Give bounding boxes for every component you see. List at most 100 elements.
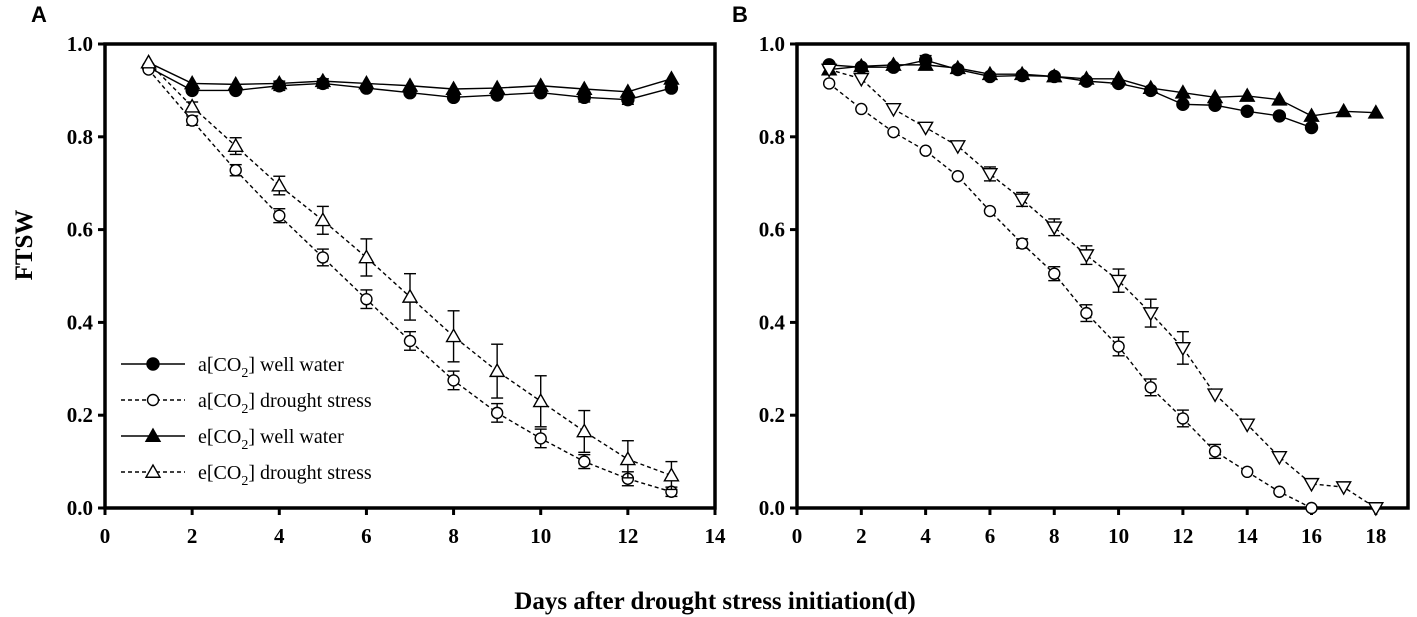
data-point xyxy=(853,57,870,73)
x-axis-title: Days after drought stress initiation(d) xyxy=(514,588,915,615)
series-line xyxy=(829,64,1376,117)
data-point xyxy=(663,467,680,482)
y-tick-label-a: 0.8 xyxy=(67,125,93,149)
legend-label: a[CO2] well water xyxy=(198,354,344,381)
data-point xyxy=(981,65,999,81)
x-tick-label-b: 12 xyxy=(1172,524,1193,548)
data-point xyxy=(1304,120,1319,135)
data-point xyxy=(578,455,591,468)
series-b-3 xyxy=(820,63,1385,517)
data-point xyxy=(183,98,201,113)
x-tick-label-b: 2 xyxy=(856,524,867,548)
data-point xyxy=(445,327,462,343)
data-point xyxy=(401,77,419,92)
data-point xyxy=(1239,87,1256,102)
data-point xyxy=(1013,65,1031,81)
x-tick-label-b: 10 xyxy=(1108,524,1129,548)
data-point xyxy=(1046,68,1063,83)
series-line xyxy=(829,59,1312,129)
y-tick-label-b: 0.4 xyxy=(759,310,786,334)
data-point xyxy=(1144,381,1157,394)
data-point xyxy=(1110,274,1127,290)
data-point xyxy=(1335,481,1352,496)
data-point xyxy=(576,80,593,95)
data-point xyxy=(887,125,900,139)
data-point xyxy=(403,334,417,348)
data-point xyxy=(1271,91,1288,106)
y-tick-label-a: 0.0 xyxy=(67,496,93,520)
y-tick-label-a: 0.2 xyxy=(67,403,93,427)
x-tick-label-a: 0 xyxy=(100,524,111,548)
y-tick-label-b: 1.0 xyxy=(759,32,785,56)
y-tick-label-b: 0.0 xyxy=(759,496,785,520)
data-point xyxy=(619,450,637,466)
y-tick-label-a: 0.6 xyxy=(67,218,93,242)
data-point xyxy=(855,102,868,116)
data-point xyxy=(1208,445,1222,458)
series-line xyxy=(828,68,1377,509)
data-point xyxy=(619,83,637,98)
legend-item-0: a[CO2] well water xyxy=(121,354,344,381)
x-tick-label-a: 8 xyxy=(448,524,459,548)
y-axis-title: FTSW xyxy=(11,210,38,281)
data-point xyxy=(949,140,966,155)
panel-label-a: A xyxy=(31,2,47,27)
x-tick-label-a: 6 xyxy=(361,524,372,548)
series-a-2 xyxy=(142,63,678,498)
y-tick-label-b: 0.2 xyxy=(759,403,785,427)
y-tick-label-b: 0.8 xyxy=(759,125,785,149)
legend: a[CO2] well water a[CO2] drought stress e[… xyxy=(121,354,372,489)
y-tick-label-a: 1.0 xyxy=(67,32,93,56)
data-point xyxy=(1112,340,1125,353)
data-point xyxy=(885,103,902,118)
x-tick-label-b: 6 xyxy=(985,524,996,548)
data-point xyxy=(1080,306,1093,320)
x-tick-label-b: 18 xyxy=(1365,524,1386,548)
data-point xyxy=(1142,307,1159,322)
data-point xyxy=(488,79,506,95)
x-tick-label-a: 12 xyxy=(617,524,638,548)
data-point xyxy=(490,406,504,420)
y-tick-label-b: 0.6 xyxy=(759,218,785,242)
data-point xyxy=(981,167,999,183)
data-point xyxy=(853,72,870,88)
data-point xyxy=(1078,249,1095,264)
data-point xyxy=(1174,84,1192,99)
series-b-2 xyxy=(822,77,1318,515)
data-point xyxy=(663,70,680,85)
data-point xyxy=(488,362,506,378)
data-point xyxy=(271,75,288,90)
x-tick-label-a: 10 xyxy=(530,524,551,548)
x-tick-label-a: 2 xyxy=(187,524,198,548)
x-tick-label-b: 14 xyxy=(1237,524,1259,548)
data-point xyxy=(1206,388,1224,403)
data-point xyxy=(401,288,419,303)
data-point xyxy=(1046,221,1063,236)
data-point xyxy=(1367,502,1385,517)
data-point xyxy=(1303,477,1320,493)
data-point xyxy=(1142,79,1159,95)
data-point xyxy=(271,177,288,192)
data-point xyxy=(273,209,286,222)
x-tick-label-b: 0 xyxy=(792,524,803,548)
data-point xyxy=(229,164,242,177)
plot-frame-b xyxy=(795,42,1410,510)
legend-marker xyxy=(146,393,160,407)
data-point xyxy=(1272,109,1287,123)
data-point xyxy=(1239,418,1256,433)
legend-label: e[CO2] well water xyxy=(198,426,344,453)
panel-label-b: B xyxy=(732,2,748,27)
data-point xyxy=(358,249,375,264)
x-tick-label-b: 4 xyxy=(920,524,931,548)
data-point xyxy=(1240,104,1254,118)
x-tick-label-b: 8 xyxy=(1049,524,1060,548)
data-point xyxy=(822,77,836,90)
data-point xyxy=(1271,451,1288,466)
plot-frame-a xyxy=(103,42,717,510)
legend-item-1: a[CO2] drought stress xyxy=(121,390,372,417)
data-point xyxy=(1367,104,1385,119)
data-point xyxy=(314,211,332,227)
legend-label: e[CO2] drought stress xyxy=(198,462,372,489)
x-tick-label-b: 16 xyxy=(1301,524,1322,548)
data-point xyxy=(227,75,244,91)
